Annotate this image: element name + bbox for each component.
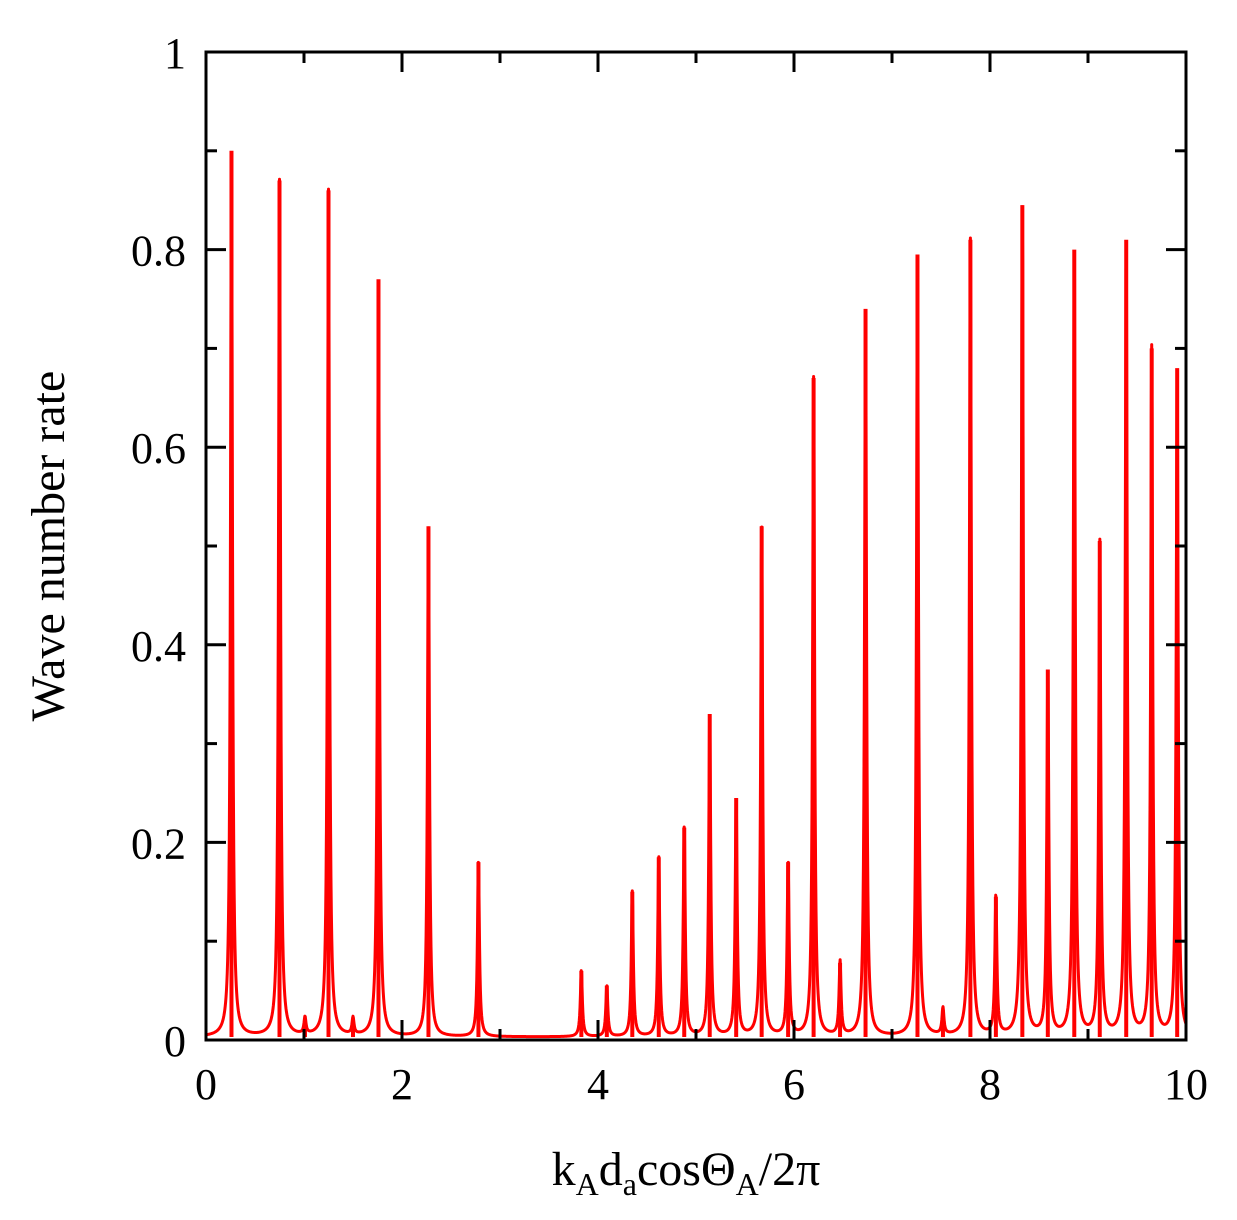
x-tick-label: 4 — [587, 1060, 609, 1109]
y-tick-label: 0.2 — [131, 819, 186, 868]
plot-frame — [204, 50, 1188, 1042]
y-axis-title: Wave number rate — [22, 371, 75, 722]
x-axis-title-part: A — [576, 1166, 599, 1202]
x-axis-title-part: a — [623, 1166, 637, 1202]
x-tick-label: 8 — [979, 1060, 1001, 1109]
x-axis-title-part: k — [552, 1143, 576, 1196]
x-axis-title-part: d — [599, 1143, 623, 1196]
y-tick-label: 0.8 — [131, 227, 186, 276]
x-axis-title-part: cosΘ — [637, 1143, 736, 1196]
series-line — [204, 165, 1188, 1039]
x-axis-title: kAdacosΘA/2π — [552, 1143, 821, 1202]
x-tick-label: 10 — [1164, 1060, 1208, 1109]
series-layer — [204, 150, 1188, 1039]
y-tick-label: 0 — [164, 1017, 186, 1066]
ticks-layer — [204, 50, 1188, 1042]
x-axis-title-part: A — [736, 1166, 759, 1202]
y-tick-label: 1 — [164, 29, 186, 78]
y-tick-label: 0.6 — [131, 424, 186, 473]
x-tick-label: 0 — [195, 1060, 217, 1109]
x-axis-title-part: /2π — [759, 1143, 821, 1196]
x-tick-label: 6 — [783, 1060, 805, 1109]
x-tick-label: 2 — [391, 1060, 413, 1109]
y-tick-label: 0.4 — [131, 622, 186, 671]
labels-layer: 0 2 4 6 8 10 0 0.2 0.4 0.6 0.8 1 — [131, 29, 1208, 1109]
